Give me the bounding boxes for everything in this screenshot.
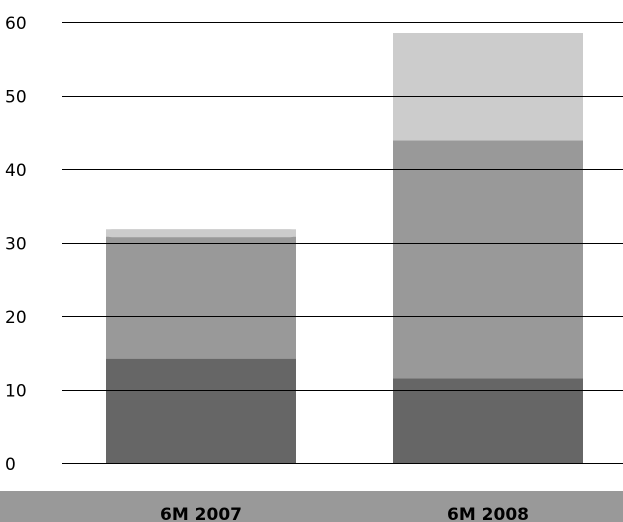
x-axis-category-labels: 6M 2007 6M 2008 [160, 505, 529, 522]
y-axis-tick-labels: 0 10 20 30 40 50 60 [5, 14, 27, 475]
y-tick-label-40: 40 [5, 161, 27, 181]
y-tick-label-50: 50 [5, 88, 27, 108]
bar-segment-2-2 [393, 140, 583, 379]
gridlines-layer [62, 22, 623, 464]
bar-cap-2 [393, 33, 583, 42]
bar-segment-2-3 [393, 33, 583, 141]
bar-segment-1-2 [106, 236, 296, 359]
y-tick-label-20: 20 [5, 308, 27, 328]
category-band [0, 491, 623, 522]
y-tick-label-30: 30 [5, 235, 27, 255]
bars-layer [106, 33, 583, 463]
y-tick-label-10: 10 [5, 382, 27, 402]
y-tick-label-0: 0 [5, 455, 16, 475]
bar-segment-2-1 [393, 378, 583, 463]
bar-cap-1 [106, 229, 296, 238]
x-category-label-2: 6M 2008 [447, 505, 529, 522]
y-tick-label-60: 60 [5, 14, 27, 34]
x-category-label-1: 6M 2007 [160, 505, 242, 522]
bar-segment-1-1 [106, 358, 296, 463]
